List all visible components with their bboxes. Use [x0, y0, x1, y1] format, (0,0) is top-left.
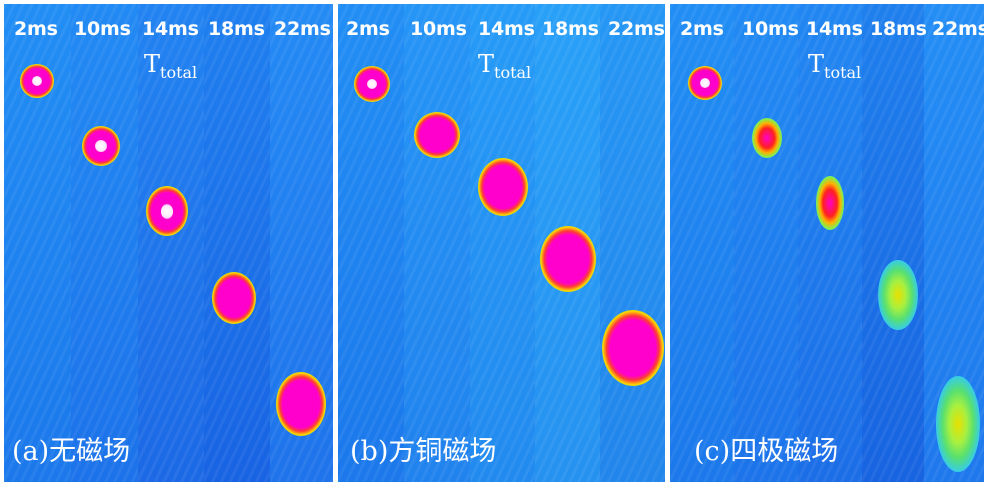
strip-10ms [404, 4, 470, 482]
strip-14ms [138, 4, 204, 482]
t-total-label: Ttotal [808, 50, 862, 82]
atom-cloud [82, 126, 120, 166]
atom-cloud [354, 66, 390, 102]
strip-18ms [862, 4, 924, 482]
panel-caption: (b)方铜磁场 [350, 436, 497, 467]
atom-cloud [602, 310, 664, 386]
time-label: 14ms [142, 18, 199, 40]
atom-cloud [146, 186, 188, 236]
atom-cloud [212, 272, 256, 324]
time-label: 2ms [680, 18, 724, 40]
time-label: 10ms [74, 18, 131, 40]
panel-caption: (a)无磁场 [12, 436, 131, 467]
atom-cloud [478, 158, 528, 216]
strip-2ms [338, 4, 404, 482]
strip-14ms [798, 4, 862, 482]
time-label: 18ms [542, 18, 599, 40]
time-label: 22ms [608, 18, 665, 40]
time-label: 14ms [806, 18, 863, 40]
time-label: 18ms [208, 18, 265, 40]
panel-a: 2ms 10ms 14ms 18ms 22ms Ttotal (a)无磁场 [4, 4, 333, 482]
atom-cloud [816, 176, 844, 230]
strip-18ms [204, 4, 270, 482]
atom-cloud [936, 376, 980, 472]
time-label: 10ms [410, 18, 467, 40]
strip-14ms [470, 4, 535, 482]
atom-cloud [688, 66, 722, 100]
strip-10ms [734, 4, 798, 482]
time-label: 14ms [478, 18, 535, 40]
time-label: 22ms [932, 18, 984, 40]
panel-b: 2ms 10ms 14ms 18ms 22ms Ttotal (b)方铜磁场 [338, 4, 665, 482]
time-label: 18ms [870, 18, 927, 40]
time-label: 10ms [742, 18, 799, 40]
atom-cloud [752, 118, 782, 158]
panel-caption: (c)四极磁场 [694, 436, 839, 467]
atom-cloud [20, 64, 54, 98]
atom-cloud [276, 372, 326, 436]
t-total-label: Ttotal [144, 50, 198, 82]
atom-cloud [540, 226, 596, 292]
t-total-label: Ttotal [478, 50, 532, 82]
panel-c: 2ms 10ms 14ms 18ms 22ms Ttotal (c)四极磁场 [670, 4, 984, 482]
atom-cloud [414, 112, 460, 158]
atom-cloud [878, 260, 918, 330]
time-label: 2ms [346, 18, 390, 40]
time-label: 22ms [274, 18, 331, 40]
strip-10ms [71, 4, 138, 482]
strip-22ms [600, 4, 665, 482]
time-label: 2ms [14, 18, 58, 40]
